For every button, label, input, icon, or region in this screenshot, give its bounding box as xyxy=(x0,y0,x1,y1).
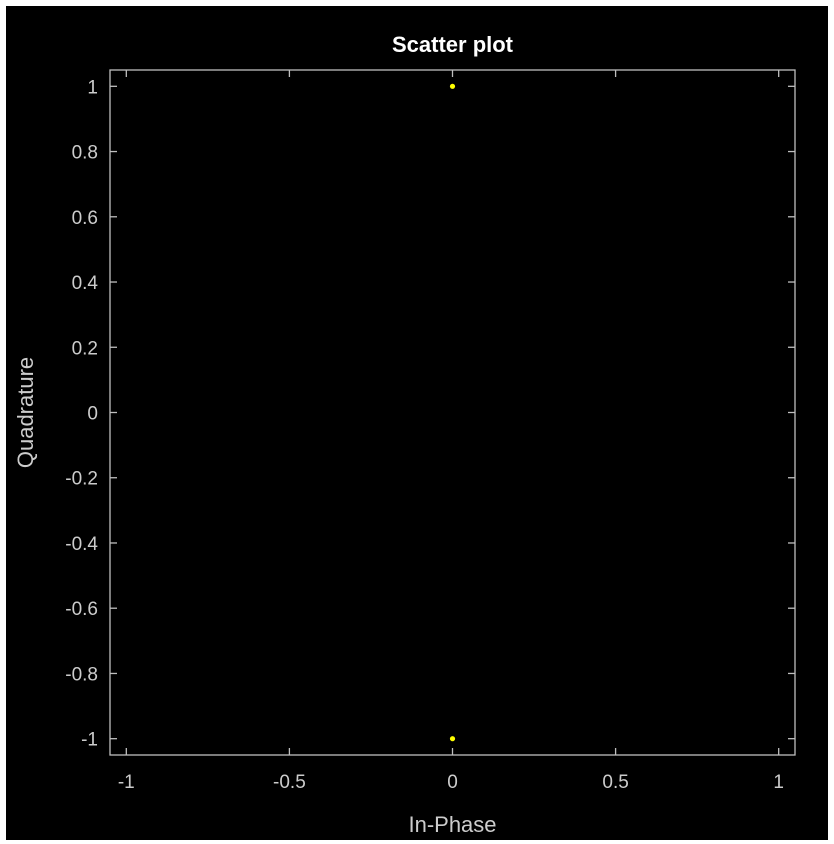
x-axis-label: In-Phase xyxy=(408,812,496,837)
x-tick-label: -1 xyxy=(118,772,135,793)
ticks-layer xyxy=(110,70,795,755)
x-tick-label: 0 xyxy=(447,772,458,793)
x-tick-label: 0.5 xyxy=(602,772,628,793)
y-axis-label: Quadrature xyxy=(13,357,38,468)
points-layer xyxy=(449,83,456,742)
y-tick-label: 0 xyxy=(87,404,98,425)
y-tick-label: 1 xyxy=(87,77,98,98)
axes-box xyxy=(109,69,796,756)
x-tick-label: -0.5 xyxy=(273,772,306,793)
figure-background xyxy=(6,6,828,840)
y-tick-label: 0.6 xyxy=(72,208,98,229)
chart-title: Scatter plot xyxy=(392,32,514,57)
scatter-point xyxy=(449,83,456,89)
x-tick-label: 1 xyxy=(773,772,784,793)
y-tick-label: -1 xyxy=(81,730,98,751)
tick-labels-layer: -1 -0.5 0 0.5 1 1 0.8 0.6 0.4 0.2 0 -0.2 -0.4 -0.6 -0.… xyxy=(65,77,784,793)
y-tick-label: 0.2 xyxy=(72,338,98,359)
y-tick-label: -0.6 xyxy=(65,599,98,620)
y-tick-label: -0.4 xyxy=(65,534,98,555)
y-tick-label: -0.2 xyxy=(65,469,98,490)
scatter-point xyxy=(449,736,456,742)
y-tick-label: 0.4 xyxy=(72,273,99,294)
y-tick-label: -0.8 xyxy=(65,664,98,685)
y-tick-label: 0.8 xyxy=(72,143,98,164)
